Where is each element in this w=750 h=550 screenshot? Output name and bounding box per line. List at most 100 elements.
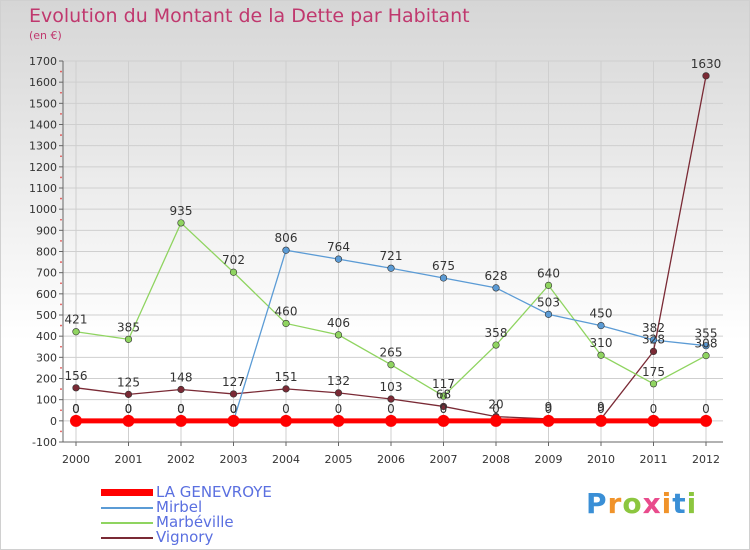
data-label: 935 [170, 204, 193, 218]
y-tick-label: 200 [36, 373, 57, 386]
data-label: 117 [432, 377, 455, 391]
legend-label: LA GENEVROYE [156, 483, 272, 501]
y-tick-label: 1700 [29, 55, 57, 68]
y-tick-label: 700 [36, 267, 57, 280]
x-tick-label: 2001 [115, 453, 143, 466]
legend-label: Marbéville [156, 513, 234, 531]
series-la-genevroye [70, 414, 712, 427]
data-label: 0 [440, 402, 448, 416]
y-minor-tick [60, 324, 62, 327]
data-point [544, 281, 553, 289]
data-label: 0 [545, 402, 553, 416]
data-label: 406 [327, 316, 350, 330]
data-point [387, 361, 395, 369]
data-point [439, 392, 448, 400]
data-point [282, 385, 290, 393]
data-label: 151 [275, 370, 298, 384]
y-tick-label: 1400 [29, 119, 57, 132]
data-label: 68 [436, 387, 451, 401]
data-point [702, 72, 710, 80]
logo-letter: r [607, 487, 623, 520]
y-minor-tick [60, 388, 62, 390]
x-tick-label: 2003 [220, 453, 248, 466]
data-point [334, 389, 343, 397]
data-label: 0 [650, 402, 658, 416]
data-point [332, 414, 345, 427]
y-minor-tick [60, 134, 62, 136]
y-tick-label: 1200 [29, 161, 57, 174]
data-point [229, 390, 238, 398]
x-tick-label: 2008 [482, 453, 510, 466]
data-point [439, 274, 448, 282]
series-marb-ville [72, 219, 710, 400]
x-tick-label: 2006 [377, 453, 405, 466]
y-minor-tick [60, 261, 62, 263]
data-label: 310 [590, 336, 613, 350]
y-minor-tick [60, 155, 62, 158]
data-label: 0 [230, 402, 238, 416]
data-point [175, 414, 187, 427]
data-point [122, 414, 135, 427]
data-label: 0 [335, 402, 343, 416]
logo-letter: i [661, 487, 673, 520]
data-label: 0 [282, 402, 290, 416]
data-point [439, 402, 448, 411]
data-point [385, 414, 397, 427]
data-label: 0 [177, 402, 185, 416]
y-minor-tick [60, 430, 62, 433]
y-tick-label: 500 [36, 309, 57, 322]
data-label: 358 [485, 326, 508, 340]
logo-letter: t [672, 487, 687, 520]
data-point [177, 385, 185, 394]
logo-letter: o [622, 487, 643, 520]
data-point [490, 414, 502, 427]
data-label: 721 [380, 249, 403, 263]
y-minor-tick [60, 303, 62, 306]
data-point [72, 328, 80, 336]
y-minor-tick [60, 240, 62, 242]
x-tick-label: 2007 [430, 453, 458, 466]
y-minor-tick [60, 218, 62, 221]
y-minor-tick [60, 197, 62, 200]
data-point [124, 390, 133, 398]
legend-swatch [101, 489, 153, 496]
y-minor-tick [60, 409, 62, 412]
data-point [282, 319, 290, 328]
proxiti-logo: Proxiti [586, 487, 697, 520]
data-point [595, 414, 607, 427]
y-minor-tick [60, 113, 62, 115]
chart-unit: (en €) [29, 29, 62, 42]
x-tick-label: 2000 [62, 453, 90, 466]
data-label: 450 [590, 307, 613, 321]
data-label: 460 [275, 304, 298, 318]
legend-swatch [101, 507, 153, 509]
y-tick-label: 400 [36, 330, 57, 343]
data-label: 9 [545, 400, 553, 414]
y-tick-label: 0 [50, 415, 57, 428]
y-minor-tick [60, 345, 62, 348]
y-tick-label: 1100 [29, 182, 57, 195]
data-label: 628 [485, 269, 508, 283]
data-point [229, 268, 238, 276]
y-minor-tick [60, 70, 62, 73]
y-tick-label: 800 [36, 246, 57, 259]
data-point [702, 342, 710, 350]
data-point [597, 321, 605, 330]
data-point [492, 284, 500, 292]
y-tick-label: 1300 [29, 140, 57, 153]
data-label: 127 [222, 375, 245, 389]
data-label: 125 [117, 375, 140, 389]
y-minor-tick [60, 176, 62, 179]
data-point [387, 264, 395, 272]
data-label: 0 [125, 402, 133, 416]
data-label: 148 [170, 371, 193, 385]
data-label: 103 [380, 380, 403, 394]
data-label: 0 [230, 402, 238, 416]
y-tick-label: 1500 [29, 97, 57, 110]
chart-title: Evolution du Montant de la Dette par Hab… [29, 5, 470, 27]
y-minor-tick [60, 367, 62, 369]
data-label: 764 [327, 240, 350, 254]
data-label: 640 [537, 266, 560, 280]
